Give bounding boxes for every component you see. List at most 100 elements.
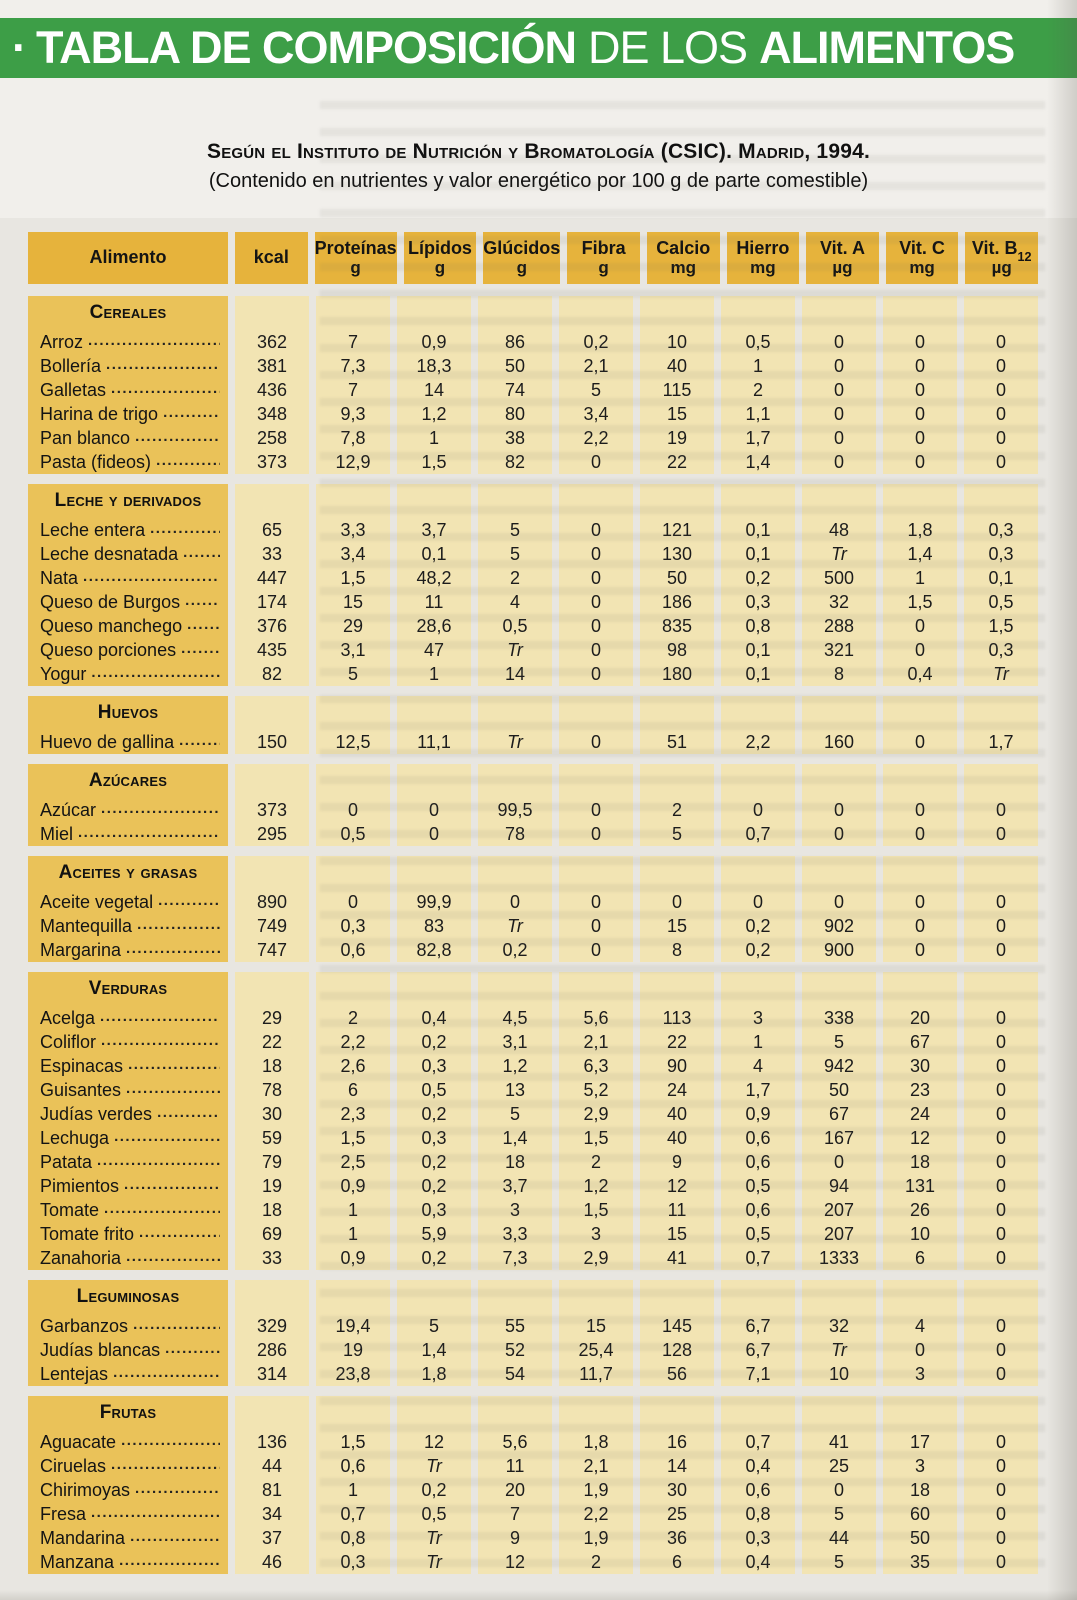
nutrition-table: Alimento kcal Proteínas g Lípidos g Glúcidos g F… (28, 232, 1038, 1574)
food-name-cell: Lentejas................................… (28, 1362, 228, 1386)
value-cell: 295 (235, 822, 309, 846)
value-cell: 1 (397, 426, 471, 450)
value-cell: 47 (397, 638, 471, 662)
value-cell: 25 (640, 1502, 714, 1526)
value-cell: 44 (802, 1526, 876, 1550)
column-strip (640, 1280, 714, 1314)
food-name-cell: Fresa...................................… (28, 1502, 228, 1526)
value-cell: 3 (883, 1362, 957, 1386)
value-cell: 0,6 (721, 1478, 795, 1502)
value-cell: 19,4 (316, 1314, 390, 1338)
column-header-kcal: kcal (235, 232, 308, 284)
column-strip (235, 764, 309, 798)
page-title-connector: DE LOS (588, 22, 748, 73)
value-cell: 0 (883, 798, 957, 822)
value-cell: 1,4 (721, 450, 795, 474)
food-name-cell: Miel....................................… (28, 822, 228, 846)
value-cell: 5 (397, 1314, 471, 1338)
value-cell: 3,4 (559, 402, 633, 426)
value-cell: 33 (235, 1246, 309, 1270)
value-cell: 1 (883, 566, 957, 590)
value-cell: 500 (802, 566, 876, 590)
value-cell: 59 (235, 1126, 309, 1150)
value-cell: 180 (640, 662, 714, 686)
value-cell: 11,1 (397, 730, 471, 754)
value-cell: Tr (802, 1338, 876, 1362)
food-name-cell: Pimientos...............................… (28, 1174, 228, 1198)
food-name: Lentejas (40, 1363, 109, 1384)
dotted-leader: ........................................… (124, 1175, 220, 1193)
value-cell: 1,2 (559, 1174, 633, 1198)
value-cell: 30 (883, 1054, 957, 1078)
value-cell: 0,9 (316, 1174, 390, 1198)
value-cell: 1,4 (397, 1338, 471, 1362)
value-cell: 1,5 (883, 590, 957, 614)
value-cell: 18 (883, 1478, 957, 1502)
column-strip (478, 696, 552, 730)
value-cell: 373 (235, 450, 309, 474)
value-cell: 54 (478, 1362, 552, 1386)
value-cell: 12 (640, 1174, 714, 1198)
title-bar: · TABLA DE COMPOSICIÓN DE LOS ALIMENTOS (0, 18, 1077, 78)
value-cell: 0 (640, 890, 714, 914)
value-cell: 0,2 (721, 914, 795, 938)
value-cell: 7,8 (316, 426, 390, 450)
value-cell: 1,7 (721, 426, 795, 450)
value-cell: 14 (640, 1454, 714, 1478)
food-name: Nata (40, 567, 79, 588)
dotted-leader: ........................................… (106, 355, 220, 373)
dotted-leader: ........................................… (130, 1527, 220, 1545)
value-cell: 0,3 (721, 1526, 795, 1550)
value-cell: 19 (640, 426, 714, 450)
food-name: Tomate frito (40, 1223, 135, 1244)
column-strip (316, 764, 390, 798)
value-cell: 0 (883, 354, 957, 378)
value-cell: 747 (235, 938, 309, 962)
value-cell: 1,8 (883, 518, 957, 542)
value-cell: 0,1 (964, 566, 1038, 590)
value-cell: 1,7 (964, 730, 1038, 754)
column-header-calcio: Calcio mg (646, 232, 720, 284)
value-cell: 900 (802, 938, 876, 962)
value-cell: 0 (964, 378, 1038, 402)
value-cell: 0,1 (721, 662, 795, 686)
value-cell: 23,8 (316, 1362, 390, 1386)
dotted-leader: ........................................… (163, 403, 220, 421)
value-cell: 0 (559, 566, 633, 590)
column-strip (964, 764, 1038, 798)
value-cell: 0 (559, 914, 633, 938)
food-name: Aceite vegetal (40, 891, 154, 912)
value-cell: 942 (802, 1054, 876, 1078)
food-name: Miel (40, 823, 74, 844)
value-cell: 0 (559, 662, 633, 686)
value-cell: 0 (559, 614, 633, 638)
column-strip (964, 1396, 1038, 1430)
table-body: CerealesArroz...........................… (28, 296, 1038, 1574)
source-line: Según el Instituto de Nutrición y Bromat… (207, 140, 870, 163)
value-cell: 2,2 (559, 426, 633, 450)
value-cell: 0,5 (316, 822, 390, 846)
value-cell: 40 (640, 1126, 714, 1150)
food-name: Ciruelas (40, 1455, 107, 1476)
value-cell: 50 (478, 354, 552, 378)
column-strip (640, 972, 714, 1006)
value-cell: 5 (802, 1502, 876, 1526)
value-cell: 0,2 (397, 1150, 471, 1174)
value-cell: 74 (478, 378, 552, 402)
value-cell: 29 (235, 1006, 309, 1030)
value-cell: 41 (802, 1430, 876, 1454)
column-strip (721, 1280, 795, 1314)
value-cell: 12 (397, 1430, 471, 1454)
food-name-cell: Judías blancas..........................… (28, 1338, 228, 1362)
value-cell: 1,5 (397, 450, 471, 474)
food-name-cell: Manzana.................................… (28, 1550, 228, 1574)
food-name-cell: Lechuga.................................… (28, 1126, 228, 1150)
value-cell: 3 (721, 1006, 795, 1030)
food-name-cell: Margarina...............................… (28, 938, 228, 962)
value-cell: 19 (316, 1338, 390, 1362)
value-cell: 362 (235, 330, 309, 354)
column-strip (721, 1396, 795, 1430)
food-name: Manzana (40, 1551, 115, 1572)
value-cell: 2 (640, 798, 714, 822)
value-cell: 14 (478, 662, 552, 686)
